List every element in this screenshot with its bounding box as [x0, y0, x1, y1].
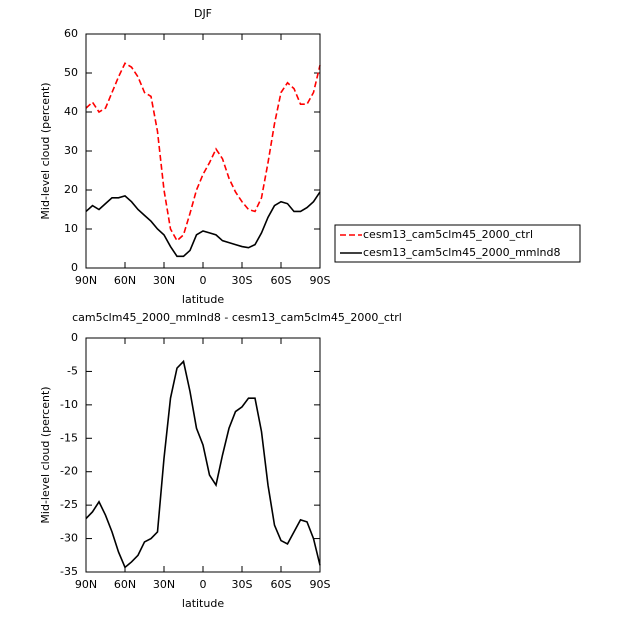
y-tick-label: 30 [64, 144, 78, 157]
x-tick-label: 60N [114, 578, 136, 591]
x-tick-label: 30S [232, 274, 253, 287]
x-tick-label: 90S [310, 274, 331, 287]
chart-title: cam5clm45_2000_mmlnd8 - cesm13_cam5clm45… [72, 311, 402, 324]
x-tick-label: 90S [310, 578, 331, 591]
legend-label: cesm13_cam5clm45_2000_ctrl [363, 228, 533, 241]
x-axis-label: latitude [182, 597, 224, 610]
x-tick-label: 30N [153, 274, 175, 287]
y-tick-label: 40 [64, 105, 78, 118]
y-tick-label: -20 [60, 465, 78, 478]
y-tick-label: -10 [60, 398, 78, 411]
plot-frame [85, 337, 321, 573]
x-tick-label: 60S [271, 578, 292, 591]
y-tick-label: 60 [64, 27, 78, 40]
x-tick-label: 30S [232, 578, 253, 591]
plot-frame [85, 33, 321, 269]
y-tick-label: -30 [60, 532, 78, 545]
legend-box [334, 224, 581, 263]
y-tick-label: 0 [71, 331, 78, 344]
y-tick-label: -5 [67, 364, 78, 377]
x-tick-label: 0 [200, 578, 207, 591]
y-tick-label: 0 [71, 261, 78, 274]
y-tick-label: 50 [64, 66, 78, 79]
legend-label: cesm13_cam5clm45_2000_mmlnd8 [363, 246, 561, 259]
x-axis-label: latitude [182, 293, 224, 306]
x-tick-label: 90N [75, 578, 97, 591]
data-line [85, 62, 321, 242]
x-tick-label: 30N [153, 578, 175, 591]
y-tick-label: -25 [60, 498, 78, 511]
x-tick-label: 60S [271, 274, 292, 287]
y-axis-label: Mid-level cloud (percent) [39, 386, 52, 523]
x-tick-label: 0 [200, 274, 207, 287]
y-axis-label: Mid-level cloud (percent) [39, 82, 52, 219]
y-tick-label: -35 [60, 565, 78, 578]
x-tick-label: 90N [75, 274, 97, 287]
y-tick-label: -15 [60, 431, 78, 444]
data-line [85, 359, 321, 569]
y-tick-label: 20 [64, 183, 78, 196]
y-tick-label: 10 [64, 222, 78, 235]
x-tick-label: 60N [114, 274, 136, 287]
data-line [85, 191, 321, 258]
chart-title: DJF [194, 7, 212, 20]
